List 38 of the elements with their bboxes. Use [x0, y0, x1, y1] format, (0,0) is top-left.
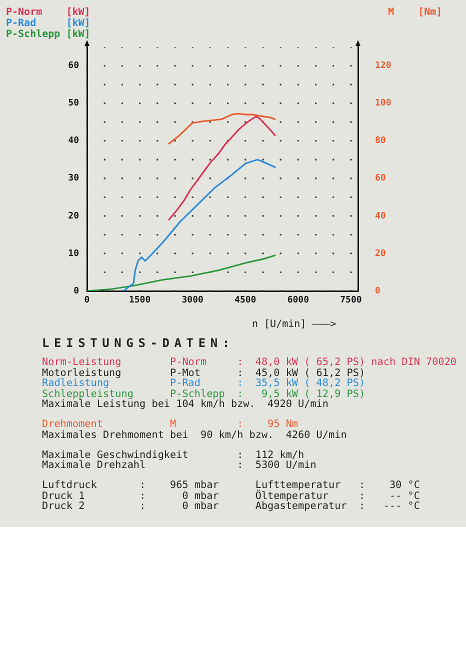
- text: Druck 2 : 0 mbar Abgastemperatur : --- °C: [42, 501, 420, 512]
- text: Maximale Geschwindigkeit : 112 km/h: [42, 450, 304, 460]
- x-tick-label: 6000: [287, 296, 310, 306]
- y-tick-label: 0: [74, 286, 79, 296]
- text: Maximales Drehmoment bei 90 km/h bzw. 4260 U/min: [42, 430, 347, 441]
- text: LEISTUNGS-DATEN:: [42, 336, 234, 350]
- y2-tick-label: 0: [375, 286, 380, 296]
- text: Radleistung P-Rad : 35,5 kW ( 48,2 PS): [42, 378, 366, 389]
- text: Maximale Drehzahl : 5300 U/min: [42, 460, 316, 472]
- y-tick-label: 40: [68, 136, 79, 146]
- text: Luftdruck : 965 mbar Lufttemperatur : 30 °C: [42, 480, 420, 491]
- text: Motorleistung P-Mot : 45,0 kW ( 61,2 PS): [42, 368, 366, 378]
- text: Druck 1 : 0 mbar Öltemperatur : -- °C: [42, 490, 420, 502]
- y2-tick-label: 100: [375, 98, 392, 109]
- y2-tick-label: 20: [375, 248, 386, 259]
- text: P-Rad [kW]: [6, 18, 90, 29]
- y2-tick-label: 60: [375, 174, 386, 184]
- x-tick-label: 3000: [182, 296, 204, 306]
- x-axis-title: n [U/min] ———>: [252, 319, 336, 330]
- text: Drehmoment M : 95 Nm: [42, 419, 298, 430]
- y2-tick-label: 120: [375, 61, 392, 72]
- y-tick-label: 50: [68, 98, 79, 109]
- text: Norm-Leistung P-Norm : 48,0 kW ( 65,2 PS) nach DIN 70020: [42, 357, 457, 368]
- x-tick-label: 0: [84, 296, 90, 306]
- x-tick-label: 1500: [128, 296, 151, 306]
- y-tick-label: 10: [68, 248, 79, 259]
- x-tick-label: 7500: [340, 296, 362, 306]
- text: Schleppleistung P-Schlepp : 9,5 kW ( 12,9 PS): [42, 388, 366, 400]
- text: P-Schlepp [kW]: [6, 29, 90, 40]
- y-tick-label: 30: [68, 174, 79, 184]
- text: M [Nm]: [388, 7, 442, 18]
- x-tick-label: 4500: [234, 296, 256, 306]
- y2-tick-label: 40: [375, 211, 386, 222]
- y-tick-label: 20: [68, 211, 79, 222]
- text: Maximale Leistung bei 104 km/h bzw. 4920 U/min: [42, 399, 329, 410]
- text: P-Norm [kW]: [6, 7, 90, 18]
- y-tick-label: 60: [68, 61, 79, 72]
- y2-tick-label: 80: [375, 136, 386, 146]
